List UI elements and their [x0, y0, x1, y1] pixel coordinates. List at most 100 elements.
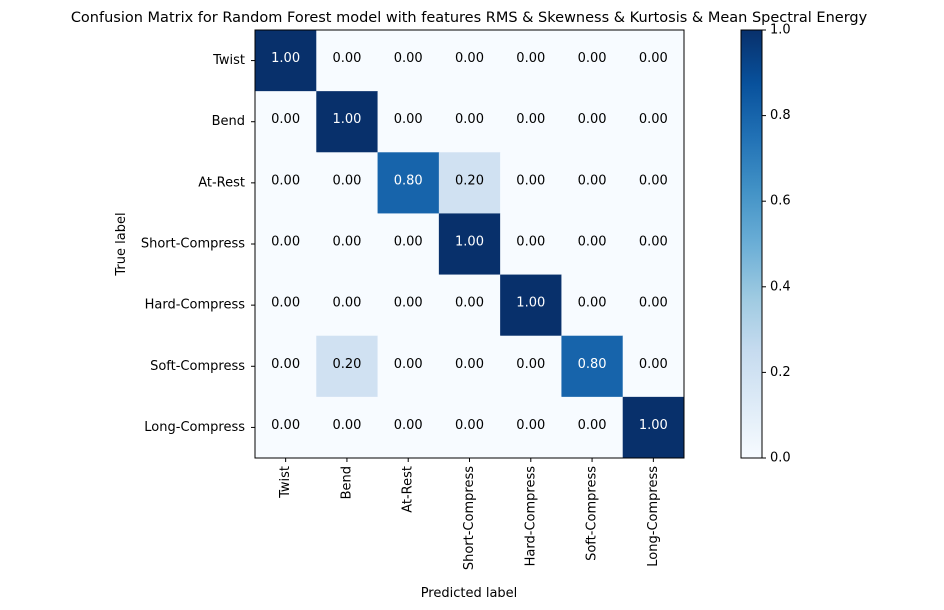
matrix-cell [438, 335, 501, 398]
matrix-cell [500, 396, 562, 459]
cell-value-label: 0.00 [516, 112, 545, 127]
colorbar-tick-label: 0.6 [770, 194, 791, 209]
cell-value-label: 0.00 [578, 112, 607, 127]
cell-value-label: 0.00 [578, 235, 607, 250]
matrix-cell [255, 396, 317, 459]
matrix-cell [377, 30, 440, 92]
y-axis-label: True label [114, 212, 129, 276]
matrix-cell [316, 274, 378, 337]
matrix-cells [255, 30, 685, 459]
matrix-cell [561, 30, 624, 92]
cell-value-label: 0.00 [578, 173, 607, 188]
y-axis-ticks: Twist Bend At-Rest Short-Compress Hard-Compr… [141, 53, 255, 435]
cell-value-label: 0.00 [394, 357, 423, 372]
cell-value-label: 0.00 [455, 418, 484, 433]
cell-value-label: 0.00 [332, 418, 361, 433]
cell-value-label: 0.00 [455, 51, 484, 66]
x-axis-label: Predicted label [421, 586, 518, 601]
matrix-cell [377, 335, 440, 398]
cell-value-label: 0.00 [578, 296, 607, 311]
cell-value-label: 1.00 [639, 418, 668, 433]
cell-value-label: 0.20 [455, 173, 484, 188]
matrix-cell [377, 91, 440, 153]
matrix-cell [622, 30, 685, 92]
cell-value-label: 0.00 [455, 357, 484, 372]
matrix-cell [438, 152, 501, 214]
cell-value-label: 0.00 [394, 235, 423, 250]
cell-value-label: 0.00 [394, 296, 423, 311]
cell-value-label: 0.00 [516, 357, 545, 372]
cell-value-label: 0.00 [271, 112, 300, 127]
matrix-cell [622, 335, 685, 398]
cell-value-label: 0.00 [516, 51, 545, 66]
matrix-cell [316, 335, 378, 398]
cell-value-label: 1.00 [516, 296, 545, 311]
y-tick-label: Long-Compress [144, 420, 245, 435]
matrix-cell [377, 152, 440, 214]
cell-value-label: 0.00 [271, 357, 300, 372]
matrix-cell [377, 396, 440, 459]
matrix-cell [255, 335, 317, 398]
matrix-cell [255, 274, 317, 337]
colorbar-tick-label: 1.0 [770, 23, 791, 38]
cell-value-label: 0.00 [271, 235, 300, 250]
matrix-cell [561, 152, 624, 214]
y-tick-label: At-Rest [198, 175, 245, 190]
matrix-cell [438, 396, 501, 459]
matrix-cell [438, 274, 501, 337]
matrix-cell [255, 91, 317, 153]
y-tick-label: Short-Compress [141, 237, 245, 252]
matrix-cell [316, 213, 378, 275]
x-tick-label: Short-Compress [462, 466, 477, 570]
x-tick-label: Hard-Compress [523, 466, 538, 567]
cell-value-label: 0.00 [271, 296, 300, 311]
matrix-cell [622, 152, 685, 214]
matrix-cell [316, 30, 378, 92]
matrix-cell [438, 30, 501, 92]
matrix-cell [500, 30, 562, 92]
colorbar-tick-label: 0.4 [770, 279, 791, 294]
cell-value-label: 0.00 [394, 418, 423, 433]
matrix-cell [500, 335, 562, 398]
colorbar-tick-label: 0.0 [770, 451, 791, 466]
matrix-cell [438, 91, 501, 153]
matrix-cell [255, 30, 317, 92]
y-tick-label: Bend [212, 114, 245, 129]
cell-value-label: 1.00 [271, 51, 300, 66]
matrix-cell [316, 152, 378, 214]
cell-value-label: 0.80 [578, 357, 607, 372]
matrix-cell [561, 274, 624, 337]
cell-value-label: 0.00 [271, 418, 300, 433]
cell-value-label: 0.00 [271, 173, 300, 188]
cell-value-label: 0.00 [455, 112, 484, 127]
cell-value-label: 0.00 [639, 173, 668, 188]
matrix-cell [561, 213, 624, 275]
x-tick-label: At-Rest [401, 466, 416, 513]
cell-value-label: 0.00 [639, 357, 668, 372]
cell-value-label: 0.00 [332, 173, 361, 188]
matrix-cell [377, 274, 440, 337]
cell-value-label: 0.00 [639, 296, 668, 311]
x-tick-label: Soft-Compress [585, 466, 600, 561]
matrix-cell [316, 91, 378, 153]
colorbar-tick-label: 0.2 [770, 365, 791, 380]
matrix-cell [500, 213, 562, 275]
matrix-cell [500, 91, 562, 153]
cell-value-label: 0.00 [516, 173, 545, 188]
matrix-cell [561, 91, 624, 153]
cell-value-label: 0.00 [332, 296, 361, 311]
matrix-cell [622, 396, 685, 459]
cell-value-labels: 1.00 0.00 0.00 0.00 0.00 0.00 0.00 0.00 1.00 0.00… [271, 51, 668, 433]
cell-value-label: 0.00 [578, 51, 607, 66]
cell-value-label: 0.00 [455, 296, 484, 311]
matrix-cell [255, 152, 317, 214]
y-tick-label: Hard-Compress [145, 298, 246, 313]
cell-value-label: 0.80 [394, 173, 423, 188]
matrix-cell [561, 335, 624, 398]
matrix-cell [438, 213, 501, 275]
x-tick-label: Long-Compress [646, 466, 661, 567]
matrix-cell [316, 396, 378, 459]
cell-value-label: 0.00 [332, 51, 361, 66]
matrix-cell [622, 213, 685, 275]
